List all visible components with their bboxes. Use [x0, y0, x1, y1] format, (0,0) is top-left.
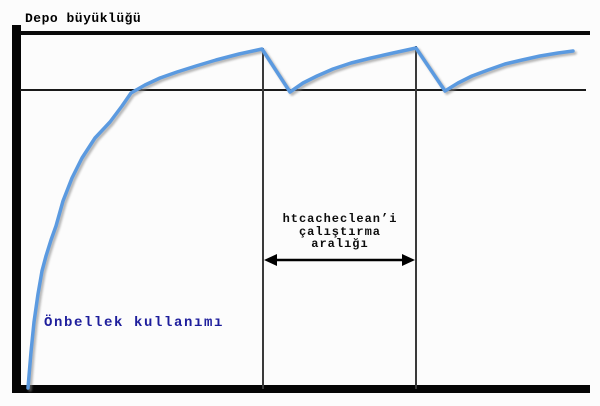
y-axis: [12, 25, 21, 393]
cache-usage-curve: [26, 46, 575, 390]
chart-title: Depo büyüklüğü: [25, 11, 142, 26]
interval-label-line-2: çalıştırma: [298, 224, 381, 239]
interval-arrow-right-head: [402, 254, 415, 266]
x-axis: [12, 385, 590, 393]
interval-arrow: [264, 254, 415, 266]
interval-label-line-3: aralığı: [311, 237, 369, 251]
cache-usage-label: Önbellek kullanımı: [44, 315, 225, 331]
interval-label: htcacheclean’i çalıştırma aralığı: [252, 213, 428, 251]
interval-arrow-left-head: [264, 254, 277, 266]
interval-label-line-1: htcacheclean’i: [282, 212, 398, 226]
